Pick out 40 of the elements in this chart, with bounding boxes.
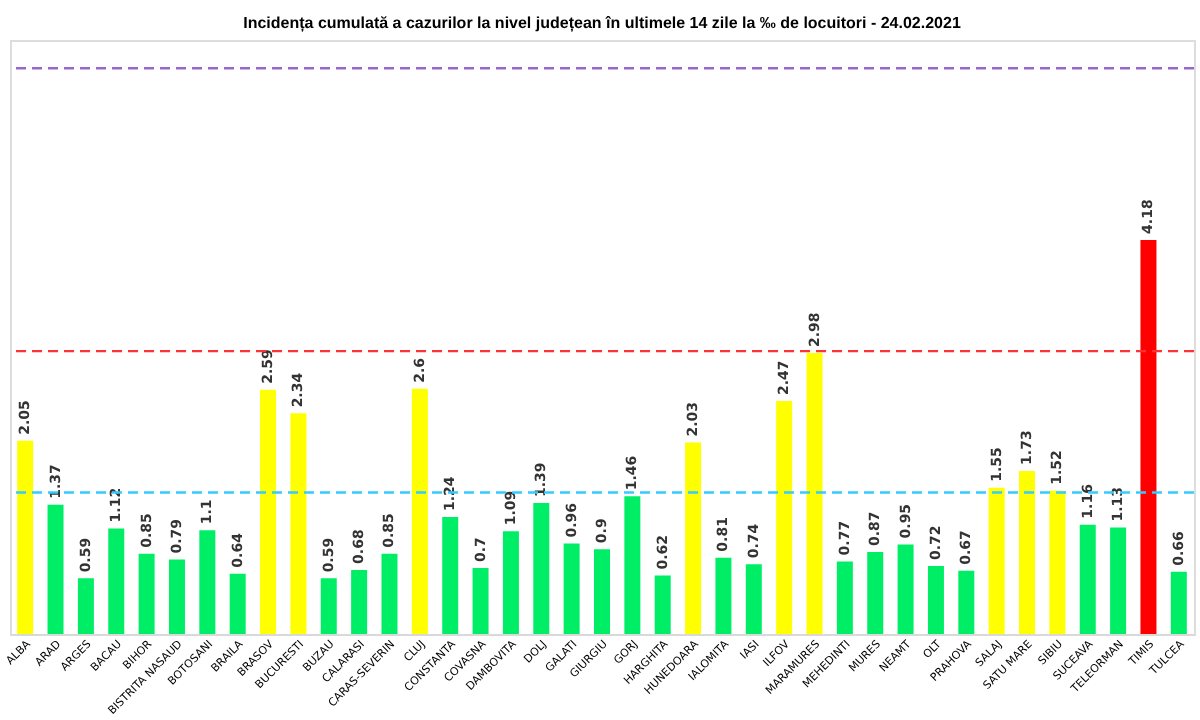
- bar: [988, 487, 1005, 634]
- bar: [836, 561, 853, 634]
- bar: [290, 413, 307, 634]
- bar: [1170, 571, 1187, 634]
- bar: [168, 559, 185, 634]
- bar: [381, 553, 398, 634]
- bar: [715, 557, 732, 634]
- bar: [1079, 524, 1096, 634]
- bar: [108, 528, 125, 634]
- bar: [442, 517, 459, 634]
- bar: [472, 568, 489, 634]
- bar: [776, 401, 793, 634]
- bar: [502, 531, 519, 634]
- bar: [927, 566, 944, 634]
- bar: [351, 569, 368, 634]
- bar: [320, 578, 337, 634]
- bar: [897, 544, 914, 634]
- bar: [77, 578, 94, 634]
- chart-title: Incidența cumulată a cazurilor la nivel județean în ultimele 14 zile la ‰ de locuitori - 24.02.2021: [243, 14, 962, 32]
- bar: [1110, 527, 1127, 634]
- bar: [229, 573, 246, 634]
- bar: [685, 442, 702, 634]
- bar: [533, 502, 550, 634]
- bar: [624, 496, 641, 634]
- bar: [806, 353, 823, 634]
- bar: [867, 551, 884, 634]
- bar: [654, 575, 671, 634]
- bar: [17, 440, 34, 634]
- bar: [1019, 470, 1036, 634]
- bar: [958, 570, 975, 634]
- bar: [138, 553, 155, 634]
- bar: [563, 543, 580, 634]
- bar: [260, 389, 277, 634]
- bar: [594, 549, 610, 634]
- bar: [47, 504, 64, 634]
- bar: [411, 388, 428, 634]
- bar: [1140, 239, 1157, 634]
- bar: [199, 530, 216, 634]
- bar: [1049, 490, 1066, 634]
- bar: [745, 564, 762, 634]
